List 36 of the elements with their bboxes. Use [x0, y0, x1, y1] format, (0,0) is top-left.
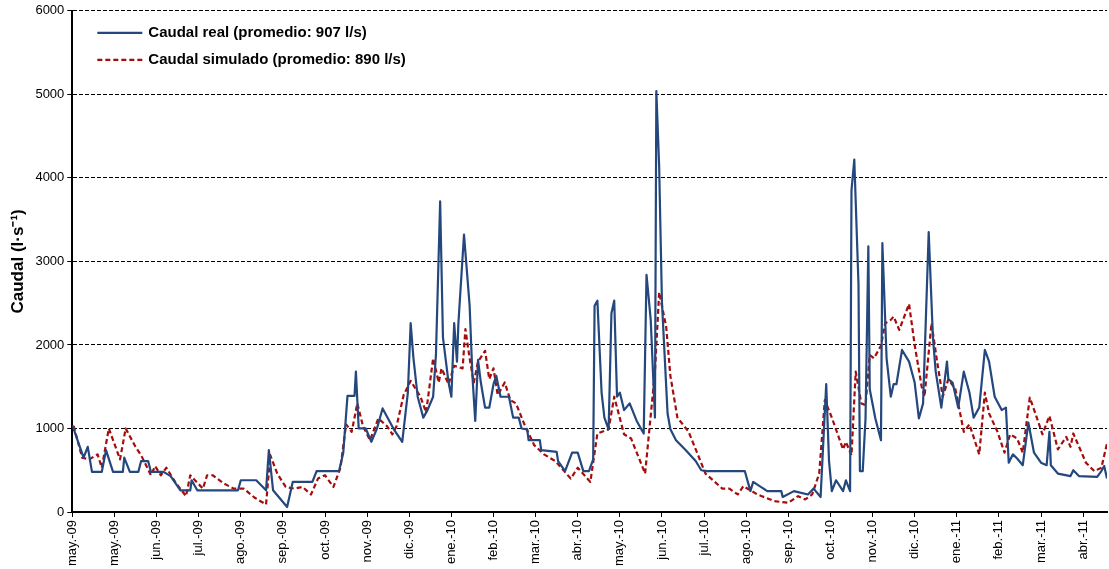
x-tick-label: feb.-11: [990, 520, 1006, 560]
x-tick-label: abr.-10: [569, 520, 585, 561]
y-tick-label: 0: [57, 503, 65, 519]
x-tick-label: ene.-11: [948, 520, 964, 564]
x-tick-label: sep.-09: [274, 520, 290, 564]
x-tick-label: may.-10: [611, 520, 627, 566]
x-tick-label: may.-09: [63, 520, 79, 566]
x-tick-label: ago.-09: [232, 520, 248, 565]
y-axis-title: Caudal (l·s⁻¹): [7, 209, 27, 314]
x-tick-label: nov.-10: [864, 520, 880, 563]
line-series: [72, 291, 1107, 506]
x-tick-label: jun.-09: [148, 520, 164, 561]
y-tick-label: 6000: [35, 2, 65, 18]
x-tick-label: dic.-10: [906, 520, 922, 560]
x-tick-label: abr.-11: [1074, 520, 1090, 560]
x-tick-label: oct.-10: [822, 520, 838, 560]
x-tick-label: jul.-10: [695, 520, 711, 557]
x-tick-label: oct.-09: [316, 520, 332, 560]
x-tick-label: ago.-10: [737, 520, 753, 565]
x-tick-label: nov.-09: [358, 520, 374, 563]
x-tick-label: mar.-10: [527, 520, 543, 565]
x-tick-label: jul.-09: [190, 520, 206, 557]
x-tick-label: dic.-09: [400, 520, 416, 560]
y-tick-label: 2000: [35, 336, 65, 352]
x-tick-label: may.-09: [106, 520, 122, 566]
x-tick-label: feb.-10: [485, 520, 501, 561]
legend-label: Caudal real (promedio: 907 l/s): [148, 22, 367, 40]
y-tick-label: 5000: [35, 85, 65, 101]
y-tick-label: 4000: [35, 169, 65, 185]
x-tick-label: jun.-10: [653, 520, 669, 561]
x-tick-label: ene.-10: [442, 520, 458, 565]
x-tick-label: mar.-11: [1032, 520, 1048, 564]
y-tick-label: 1000: [35, 420, 65, 436]
x-tick-label: sep.-10: [779, 520, 795, 564]
legend-label: Caudal simulado (promedio: 890 l/s): [148, 49, 406, 67]
y-tick-label: 3000: [35, 252, 65, 268]
